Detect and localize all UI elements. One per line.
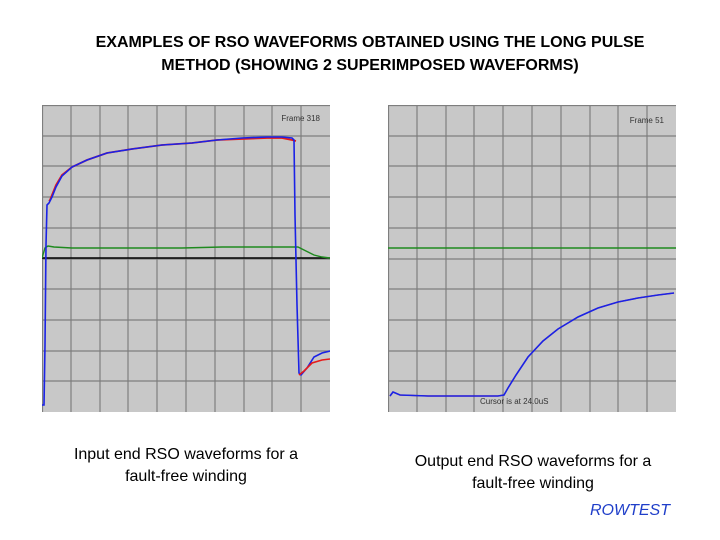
brand-logo-text: ROWTEST — [590, 502, 670, 519]
slide-title-line-1: EXAMPLES OF RSO WAVEFORMS OBTAINED USING… — [95, 34, 645, 51]
output-end-caption: Output end RSO waveforms for a fault-fre… — [380, 451, 686, 495]
slide-title: EXAMPLES OF RSO WAVEFORMS OBTAINED USING… — [40, 31, 700, 77]
green-trace — [42, 245, 330, 259]
frame-label: Frame 318 — [281, 114, 320, 123]
output-caption-line-2: fault-free winding — [472, 475, 594, 492]
input-end-caption: Input end RSO waveforms for a fault-free… — [42, 444, 330, 488]
output-end-waveform-scope: Frame 51 Cursor is at 24.0uS — [388, 105, 676, 412]
cursor-readout: Cursor is at 24.0uS — [480, 397, 548, 406]
output-end-waveform-plot: Frame 51 Cursor is at 24.0uS — [388, 105, 676, 412]
blue-trace — [389, 292, 675, 397]
output-caption-line-1: Output end RSO waveforms for a — [414, 453, 652, 470]
frame-label: Frame 51 — [630, 116, 665, 125]
input-caption-line-1: Input end RSO waveforms for a — [73, 446, 299, 463]
scope-grid — [388, 105, 676, 412]
red-trace-tail — [298, 358, 330, 376]
input-end-waveform-scope: Frame 318 — [42, 105, 330, 412]
slide-title-line-2: METHOD (SHOWING 2 SUPERIMPOSED WAVEFORMS… — [161, 57, 579, 74]
input-end-waveform-plot: Frame 318 — [42, 105, 330, 412]
input-caption-line-2: fault-free winding — [125, 468, 247, 485]
